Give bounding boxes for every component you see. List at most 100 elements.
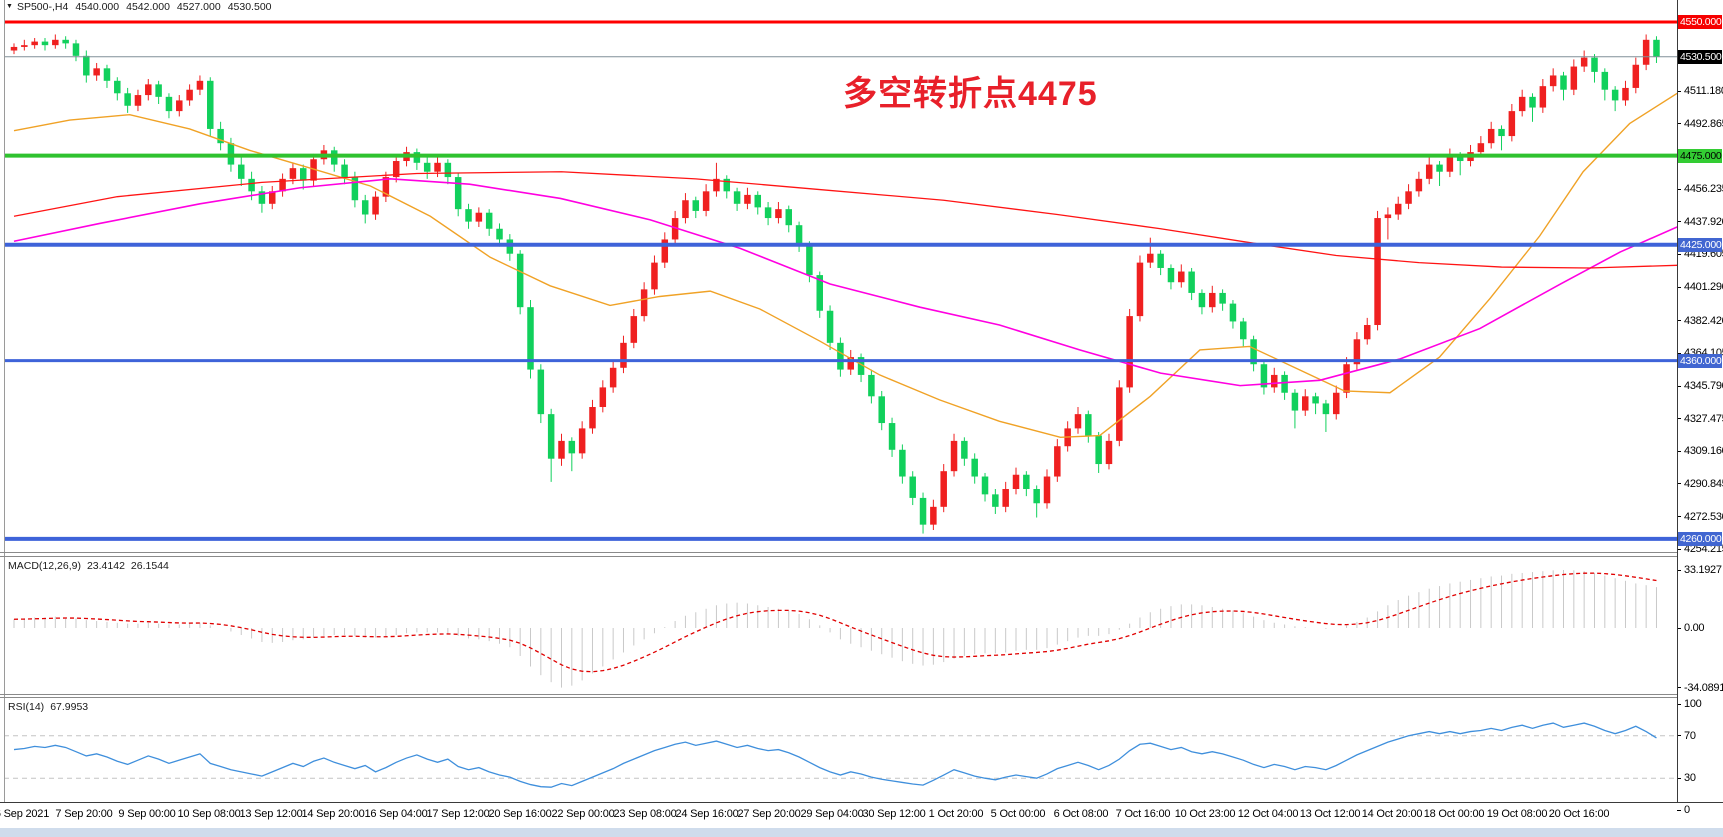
price-tick-label: 4382.420 xyxy=(1684,314,1723,327)
rsi-tick-label: 100 xyxy=(1684,698,1702,710)
time-axis-label: 13 Oct 12:00 xyxy=(1299,808,1361,820)
price-tick-mark xyxy=(1677,286,1681,288)
time-axis-label: 12 Oct 04:00 xyxy=(1237,808,1299,820)
ohlc-high: 4542.000 xyxy=(126,1,170,13)
macd-value-signal: 26.1544 xyxy=(130,560,169,572)
price-level-badge: 4475.000 xyxy=(1678,148,1722,163)
main-chart-canvas[interactable] xyxy=(0,0,1677,556)
time-axis-label: 7 Sep 20:00 xyxy=(55,808,113,820)
macd-tick-mark xyxy=(1677,569,1681,571)
rsi-tick-mark xyxy=(1677,777,1681,779)
rsi-canvas[interactable] xyxy=(0,699,1677,802)
time-axis-label: 19 Oct 08:00 xyxy=(1486,808,1548,820)
time-axis-border xyxy=(0,802,1723,803)
rsi-name: RSI(14) xyxy=(8,701,45,713)
price-tick-label: 4401.290 xyxy=(1684,281,1723,294)
ohlc-low: 4527.000 xyxy=(176,1,221,13)
rsi-value: 67.9953 xyxy=(50,701,89,713)
rsi-indicator-label: RSI(14) 67.9953 xyxy=(8,701,88,713)
rsi-tick-label: 70 xyxy=(1684,729,1696,742)
price-level-badge: 4530.500 xyxy=(1678,49,1722,64)
price-tick-mark xyxy=(1677,253,1681,255)
panel-separator[interactable] xyxy=(0,694,1723,695)
price-level-badge: 4360.000 xyxy=(1678,353,1722,368)
bottom-strip xyxy=(0,828,1723,837)
macd-canvas[interactable] xyxy=(0,558,1677,694)
price-tick-mark xyxy=(1677,418,1681,420)
time-axis-label: 29 Sep 04:00 xyxy=(800,808,864,820)
price-axis-border xyxy=(1677,0,1678,803)
time-axis-label: 6 Oct 08:00 xyxy=(1053,808,1109,820)
price-tick-label: 4254.215 xyxy=(1684,543,1723,556)
panel-separator[interactable] xyxy=(0,552,1723,553)
price-tick-mark xyxy=(1677,320,1681,322)
price-tick-mark xyxy=(1677,123,1681,125)
price-tick-mark xyxy=(1677,516,1681,518)
ohlc-close: 4530.500 xyxy=(227,1,272,13)
time-axis-label: 27 Sep 20:00 xyxy=(737,808,801,820)
price-tick-mark xyxy=(1677,188,1681,190)
macd-tick-label: 33.1927 xyxy=(1684,564,1722,576)
macd-tick-mark xyxy=(1677,687,1681,689)
symbol-timeframe-label: SP500-,H4 xyxy=(16,1,69,13)
time-axis-label: 23 Sep 08:00 xyxy=(613,808,677,820)
price-tick-mark xyxy=(1677,450,1681,452)
macd-name: MACD(12,26,9) xyxy=(8,560,81,572)
time-axis-label: 30 Sep 12:00 xyxy=(862,808,926,820)
macd-tick-label: 0.00 xyxy=(1684,622,1705,634)
price-tick-label: 4327.475 xyxy=(1684,412,1723,425)
macd-value-main: 23.4142 xyxy=(86,560,125,572)
price-tick-mark xyxy=(1677,90,1681,92)
time-axis-label: 9 Sep 00:00 xyxy=(118,808,176,820)
rsi-tick-mark xyxy=(1677,809,1681,811)
time-axis-label: 14 Oct 20:00 xyxy=(1361,808,1423,820)
time-axis-label: 7 Oct 16:00 xyxy=(1115,808,1171,820)
ohlc-open: 4540.000 xyxy=(75,1,120,13)
annotation-text: 多空转折点4475 xyxy=(843,75,1098,113)
time-axis-label: 20 Sep 16:00 xyxy=(488,808,552,820)
rsi-tick-mark xyxy=(1677,735,1681,737)
price-tick-label: 4272.530 xyxy=(1684,510,1723,523)
macd-tick-mark xyxy=(1677,627,1681,629)
price-tick-label: 4492.865 xyxy=(1684,117,1723,130)
time-axis-label: 10 Sep 08:00 xyxy=(177,808,241,820)
rsi-tick-label: 30 xyxy=(1684,772,1696,785)
time-axis[interactable]: 6 Sep 2021 7 Sep 20:00 9 Sep 00:00 10 Sep 0… xyxy=(0,803,1723,828)
price-tick-label: 4309.160 xyxy=(1684,445,1723,458)
time-axis-label: 6 Sep 2021 xyxy=(0,808,50,820)
price-level-badge: 4550.000 xyxy=(1678,15,1722,29)
price-tick-label: 4511.180 xyxy=(1684,85,1723,98)
time-axis-label: 1 Oct 20:00 xyxy=(928,808,984,820)
price-tick-mark xyxy=(1677,483,1681,485)
chart-left-border xyxy=(4,0,5,802)
price-level-badge: 4260.000 xyxy=(1678,531,1722,546)
time-axis-label: 14 Sep 20:00 xyxy=(301,808,365,820)
price-level-badge: 4425.000 xyxy=(1678,237,1722,252)
time-axis-label: 10 Oct 23:00 xyxy=(1174,808,1236,820)
time-axis-label: 16 Sep 04:00 xyxy=(364,808,428,820)
time-axis-label: 5 Oct 00:00 xyxy=(990,808,1046,820)
time-axis-label: 20 Oct 16:00 xyxy=(1548,808,1610,820)
price-tick-mark xyxy=(1677,548,1681,550)
price-tick-label: 4290.845 xyxy=(1684,477,1723,490)
rsi-tick-mark xyxy=(1677,703,1681,705)
price-axis[interactable]: 4511.1804492.8654456.2354437.9204419.605… xyxy=(1677,0,1723,828)
panel-separator[interactable] xyxy=(0,556,1723,557)
chart-title: ▼ SP500-,H4 4540.000 4542.000 4527.000 4530.5… xyxy=(6,1,272,13)
time-axis-label: 17 Sep 12:00 xyxy=(426,808,490,820)
price-tick-mark xyxy=(1677,385,1681,387)
macd-indicator-label: MACD(12,26,9) 23.4142 26.1544 xyxy=(8,560,169,572)
macd-tick-label: -34.0891 xyxy=(1684,681,1723,694)
time-axis-label: 13 Sep 12:00 xyxy=(239,808,303,820)
price-tick-mark xyxy=(1677,221,1681,223)
symbol-dropdown-icon[interactable]: ▼ xyxy=(6,3,13,10)
price-tick-label: 4437.920 xyxy=(1684,215,1723,228)
time-axis-label: 24 Sep 16:00 xyxy=(675,808,739,820)
price-tick-mark xyxy=(1677,352,1681,354)
time-axis-label: 22 Sep 00:00 xyxy=(551,808,615,820)
panel-separator[interactable] xyxy=(0,697,1723,698)
price-tick-label: 4456.235 xyxy=(1684,183,1723,196)
time-axis-label: 18 Oct 00:00 xyxy=(1423,808,1485,820)
price-tick-label: 4345.790 xyxy=(1684,380,1723,392)
